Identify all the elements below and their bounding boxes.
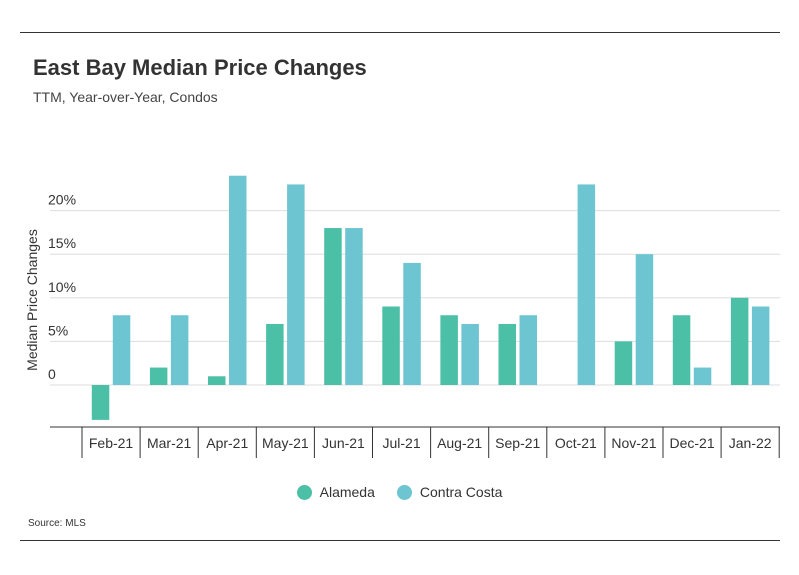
x-tick-label: Nov-21 (611, 435, 656, 451)
y-tick-label: 10% (48, 279, 76, 295)
legend-swatch-contra-costa (396, 484, 412, 500)
bar-alameda-jun-21 (324, 228, 342, 385)
bar-contra-costa-jun-21 (345, 228, 363, 385)
source-note: Source: MLS (28, 518, 86, 529)
bar-contra-costa-sep-21 (519, 315, 537, 385)
legend-item-contra-costa[interactable]: Contra Costa (396, 484, 503, 500)
x-tick-label: Sep-21 (495, 435, 540, 451)
bar-alameda-mar-21 (149, 367, 168, 385)
bar-alameda-sep-21 (498, 323, 516, 385)
bar-alameda-aug-21 (440, 315, 458, 385)
x-tick-label: Jun-21 (322, 435, 365, 451)
bar-contra-costa-mar-21 (170, 315, 189, 385)
legend-item-alameda[interactable]: Alameda (296, 484, 375, 500)
x-tick-label: May-21 (262, 435, 309, 451)
bar-alameda-nov-21 (614, 341, 633, 385)
x-tick-label: Dec-21 (669, 435, 714, 451)
x-tick-label: Feb-21 (89, 435, 134, 451)
bar-contra-costa-dec-21 (693, 367, 712, 385)
legend-label-contra-costa: Contra Costa (419, 484, 503, 500)
bar-contra-costa-jul-21 (403, 262, 421, 385)
x-tick-label: Mar-21 (147, 435, 192, 451)
y-axis-label: Median Price Changes (24, 229, 40, 371)
bar-contra-costa-may-21 (287, 184, 305, 385)
bar-alameda-feb-21 (91, 385, 110, 420)
x-tick-label: Jul-21 (382, 435, 420, 451)
chart-subtitle: TTM, Year-over-Year, Condos (33, 89, 218, 105)
bar-alameda-may-21 (266, 323, 284, 385)
bar-contra-costa-jan-22 (751, 306, 770, 385)
legend-label-alameda: Alameda (319, 484, 375, 500)
x-tick-label: Jan-22 (729, 435, 772, 451)
legend-swatch-alameda (296, 484, 312, 500)
bottom-rule (20, 540, 780, 541)
legend: Alameda Contra Costa (0, 484, 799, 500)
top-rule (20, 32, 780, 33)
bar-alameda-jan-22 (730, 297, 749, 385)
y-tick-label: 5% (48, 322, 68, 338)
x-tick-label: Apr-21 (206, 435, 248, 451)
bar-alameda-dec-21 (672, 315, 691, 385)
y-tick-label: 15% (48, 235, 76, 251)
bar-contra-costa-oct-21 (577, 184, 596, 385)
bar-contra-costa-apr-21 (229, 175, 247, 385)
bar-alameda-jul-21 (382, 306, 400, 385)
x-tick-label: Aug-21 (437, 435, 482, 451)
bar-contra-costa-feb-21 (112, 315, 131, 385)
bar-contra-costa-aug-21 (461, 323, 479, 385)
y-tick-label: 0 (48, 366, 56, 382)
bar-contra-costa-nov-21 (635, 254, 654, 385)
bar-alameda-apr-21 (208, 376, 226, 385)
x-tick-label: Oct-21 (555, 435, 597, 451)
chart-title: East Bay Median Price Changes (33, 55, 367, 80)
y-tick-label: 20% (48, 192, 76, 208)
